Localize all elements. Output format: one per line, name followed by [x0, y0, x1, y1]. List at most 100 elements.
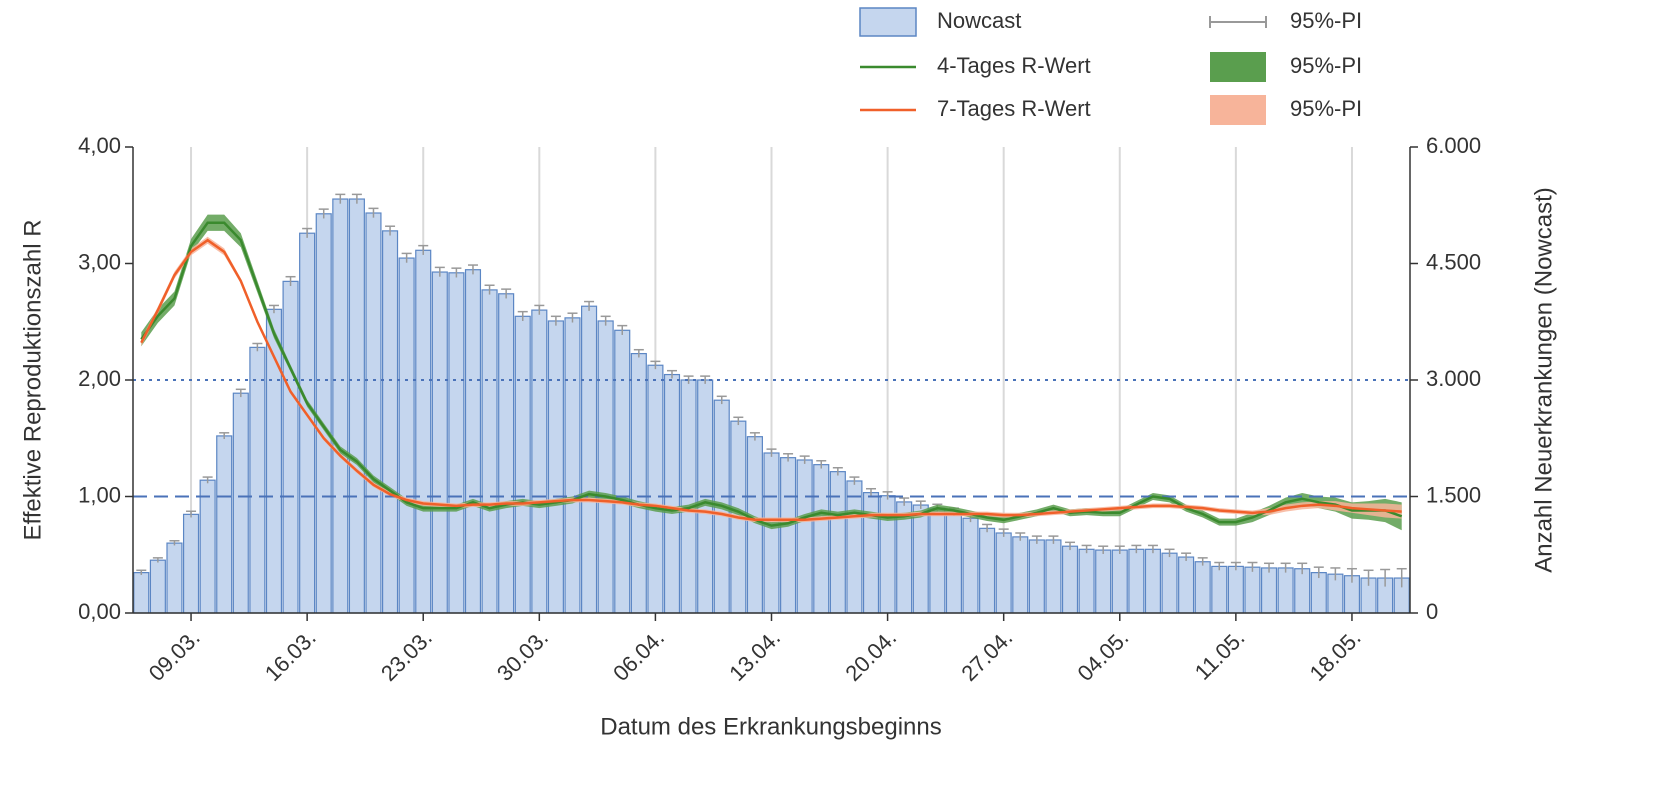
x-tick-label: 27.04. — [956, 625, 1017, 686]
bar — [581, 305, 598, 614]
bar — [1227, 565, 1244, 614]
bar — [365, 212, 382, 614]
x-tick-label: 11.05. — [1190, 625, 1250, 685]
bar — [647, 364, 664, 614]
bar — [431, 271, 448, 614]
legend-swatch — [1210, 52, 1266, 82]
bar — [829, 471, 846, 614]
legend-label: 95%-PI — [1290, 8, 1362, 33]
bar — [945, 511, 962, 614]
bar — [1244, 566, 1261, 614]
bar — [1211, 565, 1228, 614]
bar — [232, 392, 249, 614]
bar — [1144, 548, 1162, 614]
bar — [1095, 549, 1112, 614]
bar — [1078, 548, 1095, 614]
x-tick-label: 04.05. — [1072, 625, 1133, 686]
bar — [547, 320, 564, 614]
bar — [1128, 548, 1145, 614]
y-tick-label: 0,00 — [78, 599, 121, 624]
bar — [862, 492, 880, 614]
y-tick-label: 4,00 — [78, 133, 121, 158]
legend-swatch — [859, 7, 917, 37]
y2-axis-label: Anzahl Neuerkrankungen (Nowcast) — [1530, 187, 1557, 573]
bar — [498, 293, 515, 614]
bar — [448, 272, 465, 614]
y-axis-label: Effektive Reproduktionszahl R — [19, 219, 46, 540]
bar — [531, 309, 548, 614]
x-tick-label: 18.05. — [1305, 625, 1366, 686]
y2-tick-label: 4.500 — [1426, 249, 1481, 274]
x-tick-label: 20.04. — [840, 625, 901, 686]
bar — [133, 572, 150, 614]
bar — [614, 329, 631, 614]
bar — [1111, 549, 1128, 614]
bar — [979, 527, 996, 614]
x-tick-label: 16.03. — [260, 625, 321, 686]
bar — [332, 198, 349, 614]
y2-tick-label: 6.000 — [1426, 133, 1481, 158]
bar — [1028, 539, 1045, 614]
bar — [315, 213, 332, 614]
bar — [398, 257, 415, 614]
bar — [1178, 556, 1195, 614]
bar — [481, 289, 498, 614]
bar — [1194, 561, 1211, 614]
bar — [348, 198, 365, 614]
x-tick-label: 30.03. — [492, 625, 553, 686]
legend-label: 95%-PI — [1290, 53, 1362, 78]
y2-tick-label: 1.500 — [1426, 482, 1481, 507]
bar — [912, 504, 929, 614]
legend-label: 95%-PI — [1290, 96, 1362, 121]
bar — [663, 373, 681, 614]
legend-swatch — [1210, 95, 1266, 125]
bar — [149, 559, 166, 614]
bar — [962, 517, 979, 614]
bar — [199, 479, 216, 614]
x-tick-label: 23.03. — [376, 625, 437, 686]
legend-label: 7-Tages R-Wert — [937, 96, 1091, 121]
bar — [1294, 568, 1311, 614]
x-tick-label: 09.03. — [144, 625, 205, 686]
y-tick-label: 2,00 — [78, 366, 121, 391]
x-tick-label: 13.04. — [724, 625, 785, 686]
bar — [464, 269, 482, 614]
bar — [846, 480, 863, 614]
y2-tick-label: 0 — [1426, 599, 1438, 624]
bar — [216, 435, 233, 614]
bar — [929, 507, 946, 614]
bar — [381, 230, 399, 614]
bar — [282, 280, 299, 614]
bar — [1045, 539, 1062, 614]
legend-label: Nowcast — [937, 8, 1021, 33]
y-tick-label: 3,00 — [78, 249, 121, 274]
bar — [1277, 567, 1294, 614]
line — [140, 238, 1402, 522]
bar — [763, 452, 780, 614]
bar — [1310, 572, 1327, 614]
legend-label: 4-Tages R-Wert — [937, 53, 1091, 78]
bar — [1012, 536, 1029, 614]
x-axis-label: Datum des Erkrankungsbeginns — [600, 713, 942, 740]
x-tick-label: 06.04. — [608, 625, 669, 686]
bar — [597, 320, 614, 614]
bar — [1061, 545, 1079, 614]
bar — [564, 317, 581, 614]
bar — [166, 542, 183, 614]
y-tick-label: 1,00 — [78, 482, 121, 507]
bar — [630, 352, 647, 614]
bar — [813, 464, 830, 614]
bar — [995, 532, 1012, 614]
line — [140, 221, 1403, 527]
bar — [780, 457, 797, 614]
bar — [1161, 552, 1178, 614]
bar — [796, 459, 813, 614]
bar — [249, 346, 266, 614]
y2-tick-label: 3.000 — [1426, 366, 1481, 391]
bar — [1260, 567, 1278, 614]
bar — [415, 249, 432, 614]
bar — [514, 315, 531, 614]
bar — [182, 513, 200, 614]
